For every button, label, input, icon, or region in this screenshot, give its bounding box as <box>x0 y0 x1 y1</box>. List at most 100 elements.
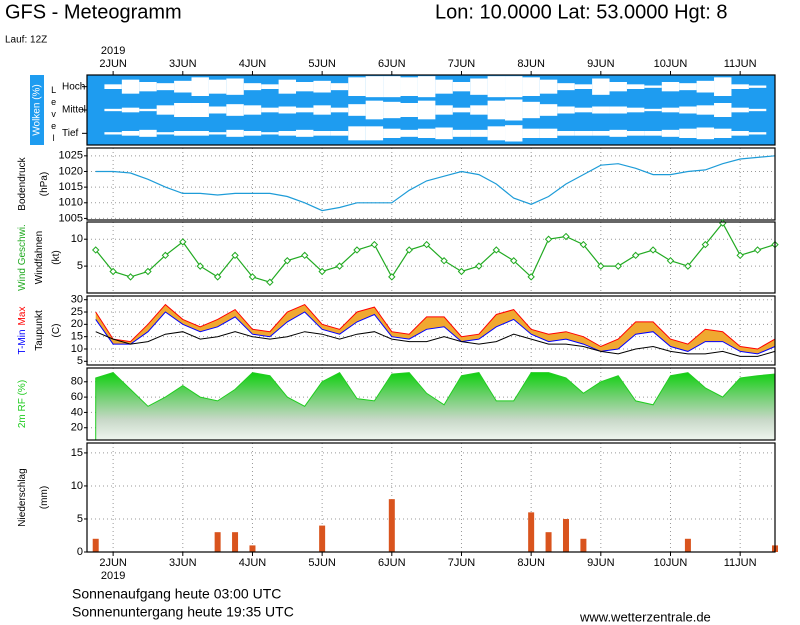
panel-frame <box>86 147 776 221</box>
cloud-cell <box>679 83 697 91</box>
cloud-cell <box>365 76 384 98</box>
y-tick-label: 20 <box>71 318 83 330</box>
cloud-cell <box>522 128 540 138</box>
x-tick-label: 10JUN <box>654 58 688 70</box>
cloud-cell <box>278 131 297 136</box>
cloud-cell <box>557 131 575 136</box>
y-tick-label: 10 <box>71 233 83 245</box>
y-axis-label: T-Min Max <box>17 307 28 355</box>
level-label: Hoch <box>62 81 85 92</box>
cloud-cell <box>609 82 627 92</box>
cloud-cell <box>609 106 627 114</box>
marker <box>353 246 361 254</box>
cloud-cell <box>470 105 488 115</box>
x-tick-label: 6JUN <box>378 58 406 70</box>
location: Lon: 10.0000 Lat: 53.0000 Hgt: 8 <box>435 1 727 23</box>
cloud-cell <box>696 105 715 115</box>
marker <box>666 257 675 265</box>
y-axis-label: (hPa) <box>39 172 50 196</box>
cloud-cell <box>191 131 209 136</box>
bar <box>580 538 587 552</box>
run: Lauf: 12Z <box>5 35 47 46</box>
x-tick-label: 8JUN <box>517 58 545 70</box>
cloud-cell <box>104 132 122 135</box>
y-axis-label: (kt) <box>51 250 62 264</box>
marker <box>283 257 292 265</box>
cloud-cell <box>296 107 314 113</box>
marker <box>597 262 605 270</box>
marker <box>422 240 431 249</box>
cloud-cell <box>626 131 645 136</box>
cloud-cell <box>121 131 140 136</box>
sunrise: Sonnenaufgang heute 03:00 UTC <box>72 586 281 602</box>
panel-frame <box>86 221 776 294</box>
marker <box>492 246 501 254</box>
cloud-cell <box>313 105 331 115</box>
data-line <box>95 331 776 357</box>
y-tick-label: 1025 <box>59 150 83 162</box>
marker <box>335 262 344 270</box>
cloud-cell <box>452 82 471 92</box>
cloud-cell <box>348 104 366 116</box>
y-tick-label: 25 <box>71 306 83 318</box>
data-area <box>95 371 776 441</box>
panel-bg <box>87 148 775 220</box>
cloud-cell <box>731 131 749 136</box>
cloud-cell <box>574 107 593 113</box>
x-tick-label: 7JUN <box>448 58 476 70</box>
cloud-cell <box>714 128 732 138</box>
y-tick-label: 60 <box>71 391 83 403</box>
marker <box>544 235 553 243</box>
cloud-cell <box>400 129 418 137</box>
cloud-cell <box>539 128 558 138</box>
marker <box>144 267 152 276</box>
cloud-cell <box>557 106 575 114</box>
marker <box>370 240 379 249</box>
cloud-cell <box>243 83 262 91</box>
cloud-cell <box>261 132 279 135</box>
marker <box>266 278 274 286</box>
cloud-cell <box>400 103 418 117</box>
y-axis-label: Wind Geschwi. <box>17 224 28 291</box>
cloud-cell <box>661 82 680 92</box>
marker <box>196 262 204 270</box>
bar <box>528 512 535 552</box>
y-tick-label: 5 <box>77 260 83 272</box>
cloud-cell <box>661 129 680 137</box>
cloud-cell <box>278 106 297 114</box>
y-axis-label-part: T-Min <box>17 329 28 354</box>
x-tick-label: 2JUN <box>99 58 127 70</box>
y-axis-label-part: 2m RF (%) <box>17 380 28 428</box>
marker <box>231 251 239 260</box>
cloud-cell <box>156 83 175 91</box>
y-axis-label: (mm) <box>39 486 50 509</box>
bar <box>562 518 569 552</box>
sunset: Sonnenuntergang heute 19:35 UTC <box>72 604 294 620</box>
marker <box>736 251 744 260</box>
cloud-cell <box>174 103 192 117</box>
cloud-cell <box>365 126 384 141</box>
cloud-cell <box>505 99 523 121</box>
cloud-cell <box>383 76 401 98</box>
bar <box>232 532 239 552</box>
ylabel-bg <box>30 75 44 145</box>
y-axis-label: Niederschlag <box>17 468 28 526</box>
cloud-cell <box>121 79 140 94</box>
bar <box>214 532 221 552</box>
y-axis-label-part: (mm) <box>39 486 50 509</box>
y-tick-label: 0 <box>77 546 83 558</box>
marker <box>510 257 518 265</box>
level-label: Mittel <box>62 105 86 116</box>
cloud-cell <box>330 107 349 113</box>
cloud-cell <box>592 78 610 95</box>
cloud-cell <box>313 80 331 93</box>
cloud-cell <box>191 103 209 117</box>
cloud-cell <box>139 108 157 112</box>
level-label: Tief <box>62 128 79 139</box>
cloud-cell <box>174 80 192 93</box>
cloud-cell <box>296 82 314 92</box>
cloud-cell <box>487 76 506 98</box>
cloud-cell <box>330 83 349 91</box>
cloud-cell <box>139 82 157 92</box>
y-tick-label: 10 <box>71 480 83 492</box>
